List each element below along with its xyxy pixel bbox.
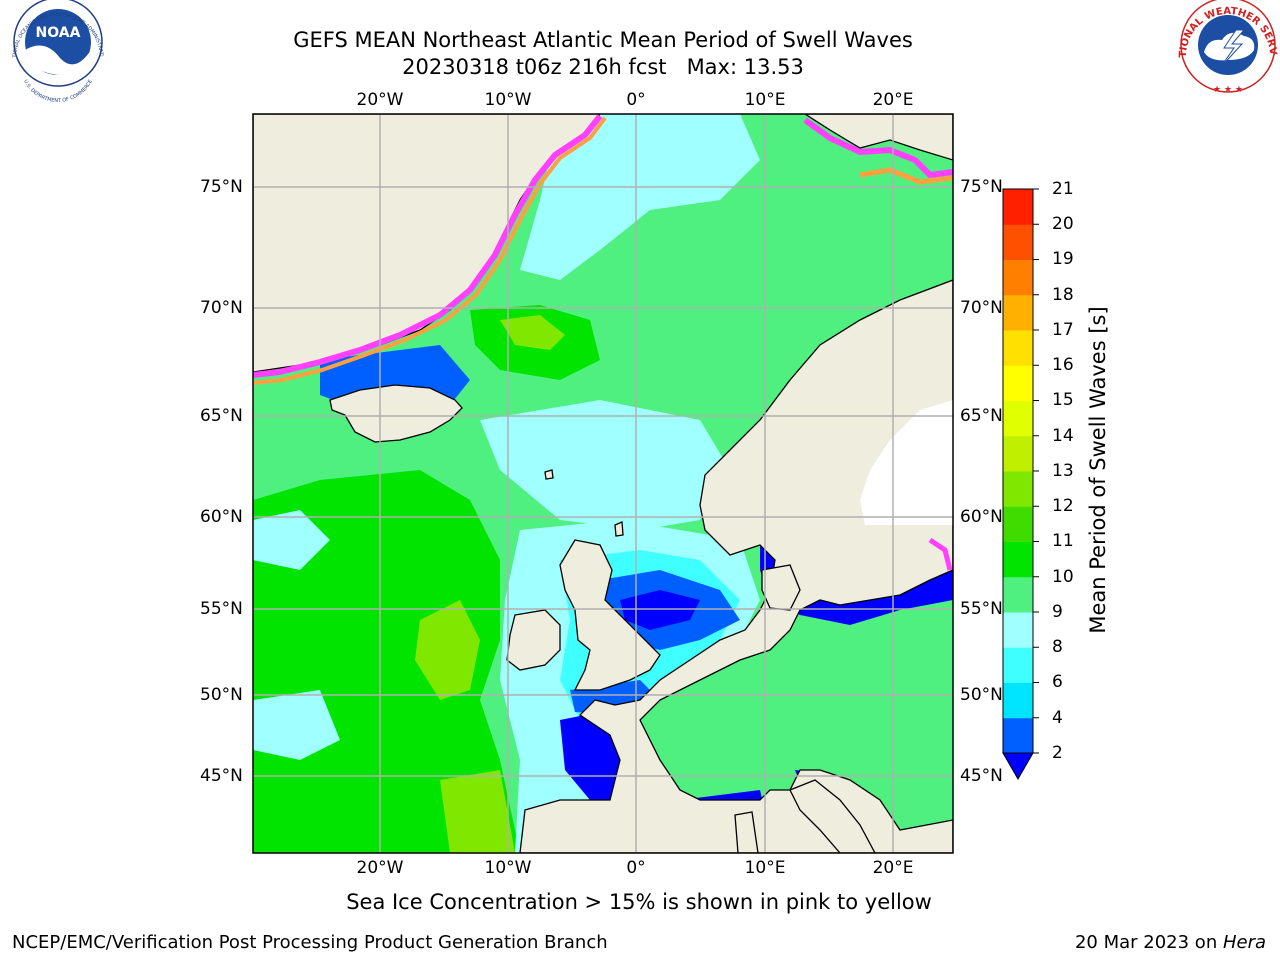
lon-label-0-top: 0°: [626, 90, 646, 110]
swell-zone-2s-north-sea: [620, 590, 700, 630]
noaa-logo-text: NOAA: [36, 25, 81, 41]
land-svalbard: [803, 114, 953, 161]
colorbar-segment: [1003, 365, 1033, 401]
lat-label-55n-right: 55°N: [960, 599, 1003, 619]
colorbar-segment: [1003, 294, 1033, 331]
colorbar-tick: 18: [1052, 285, 1074, 305]
land-shetland: [614, 521, 624, 537]
lon-label-20w-top: 20°W: [356, 90, 404, 110]
colorbar-segment: [1003, 506, 1033, 542]
land-corsica-sardinia: [734, 811, 759, 853]
colorbar-tick: 11: [1052, 531, 1074, 551]
colorbar-segment: [1003, 259, 1033, 296]
swell-zone-12s: [500, 315, 565, 350]
swell-zone-8s-biscay-west: [253, 690, 340, 760]
sea-ice-edge-greenland: [253, 114, 603, 378]
colorbar-tick: 15: [1052, 390, 1074, 410]
lat-label-70n-right: 70°N: [960, 298, 1003, 318]
colorbar-segment: [1003, 576, 1033, 613]
colorbar-tick: 8: [1052, 637, 1063, 657]
lat-label-45n-left: 45°N: [200, 766, 243, 786]
colorbar-tick: 4: [1052, 708, 1063, 728]
lon-label-20w-bottom: 20°W: [356, 858, 404, 878]
sea-ice-edge-greenland-outer: [253, 116, 607, 385]
sea-ice-edge-svalbard-outer: [859, 167, 953, 185]
lon-label-10e-bottom: 10°E: [744, 858, 786, 878]
swell-zone-12s-sw: [440, 770, 515, 853]
lat-label-75n-left: 75°N: [200, 177, 243, 197]
swell-zone-11s-west: [253, 470, 520, 853]
lat-label-55n-left: 55°N: [200, 599, 243, 619]
lat-label-50n-left: 50°N: [200, 685, 243, 705]
colorbar-segment: [1003, 612, 1033, 648]
chart-title: GEFS MEAN Northeast Atlantic Mean Period…: [293, 28, 913, 52]
colorbar: [1002, 188, 1039, 781]
colorbar-tick: 16: [1052, 355, 1074, 375]
colorbar-segment: [1003, 435, 1033, 472]
land-iceland: [329, 384, 463, 443]
colorbar-tick: 21: [1052, 179, 1074, 199]
colorbar-tick: 6: [1052, 672, 1063, 692]
colorbar-segment: [1003, 541, 1033, 578]
land-great-britain: [559, 539, 661, 691]
sea-ice-note: Sea Ice Concentration > 15% is shown in …: [346, 890, 932, 914]
colorbar-segment: [1003, 400, 1033, 437]
colorbar-segment: [1003, 224, 1033, 260]
lat-label-70n-left: 70°N: [200, 298, 243, 318]
lat-label-45n-right: 45°N: [960, 766, 1003, 786]
footer-organization: NCEP/EMC/Verification Post Processing Pr…: [12, 932, 608, 953]
colorbar-under-arrow: [1002, 752, 1034, 781]
land-sweden-gap: [860, 400, 953, 525]
swell-zone-8s-central: [480, 400, 730, 530]
footer-date-text: 20 Mar 2023 on: [1074, 932, 1223, 953]
colorbar-tick: 9: [1052, 602, 1063, 622]
colorbar-tick: 19: [1052, 249, 1074, 269]
colorbar-segment: [1003, 330, 1033, 366]
colorbar-segment: [1003, 471, 1033, 507]
map-frame: [252, 113, 954, 854]
colorbar-tick: 13: [1052, 461, 1074, 481]
land-denmark: [761, 564, 801, 611]
lon-label-10w-bottom: 10°W: [484, 858, 532, 878]
nws-logo-ring-text: NATIONAL WEATHER SERVICE: [0, 0, 1278, 58]
map-gridlines: [253, 114, 953, 853]
lon-label-20e-top: 20°E: [872, 90, 914, 110]
sea-ice-edge-svalbard: [803, 117, 953, 178]
lat-label-75n-right: 75°N: [960, 177, 1003, 197]
noaa-logo: NOAA NATIONAL OCEANIC AND ATMOSPHERIC AD…: [0, 0, 104, 104]
lat-label-50n-right: 50°N: [960, 685, 1003, 705]
swell-zone-8s-north: [520, 114, 760, 280]
footer-date: 20 Mar 2023 on Hera: [1075, 932, 1266, 953]
lat-label-65n-left: 65°N: [200, 406, 243, 426]
colorbar-segment: [1003, 717, 1033, 754]
lon-label-20e-bottom: 20°E: [872, 858, 914, 878]
colorbar-segment: [1003, 647, 1033, 683]
colorbar-tick: 2: [1052, 743, 1063, 763]
footer-host: Hera: [1222, 932, 1266, 953]
lat-label-60n-left: 60°N: [200, 507, 243, 527]
sea-ice-edge-bothnia: [928, 537, 953, 571]
lon-label-10e-top: 10°E: [744, 90, 786, 110]
colorbar-tick: 14: [1052, 426, 1074, 446]
chart-subtitle: 20230318 t06z 216h fcst Max: 13.53: [402, 55, 804, 79]
lon-label-10w-top: 10°W: [484, 90, 532, 110]
land-faroes: [544, 469, 554, 480]
swell-zone-12s-south: [415, 600, 480, 700]
land-ireland: [506, 609, 561, 671]
colorbar-tick: 12: [1052, 496, 1074, 516]
lon-label-0-bottom: 0°: [626, 858, 646, 878]
colorbar-segment: [1003, 682, 1033, 719]
land-italy: [789, 779, 876, 853]
lat-label-60n-right: 60°N: [960, 507, 1003, 527]
colorbar-tick: 20: [1052, 214, 1074, 234]
colorbar-tick: 10: [1052, 567, 1074, 587]
colorbar-segment: [1003, 189, 1033, 225]
colorbar-label: Mean Period of Swell Waves [s]: [1086, 306, 1110, 634]
nws-logo: NATIONAL WEATHER SERVICE ★ ★ ★: [0, 0, 1278, 95]
swell-zone-8s-west: [253, 510, 330, 570]
lat-label-65n-right: 65°N: [960, 406, 1003, 426]
colorbar-tick: 17: [1052, 320, 1074, 340]
nws-logo-stars: ★ ★ ★: [1213, 85, 1243, 95]
